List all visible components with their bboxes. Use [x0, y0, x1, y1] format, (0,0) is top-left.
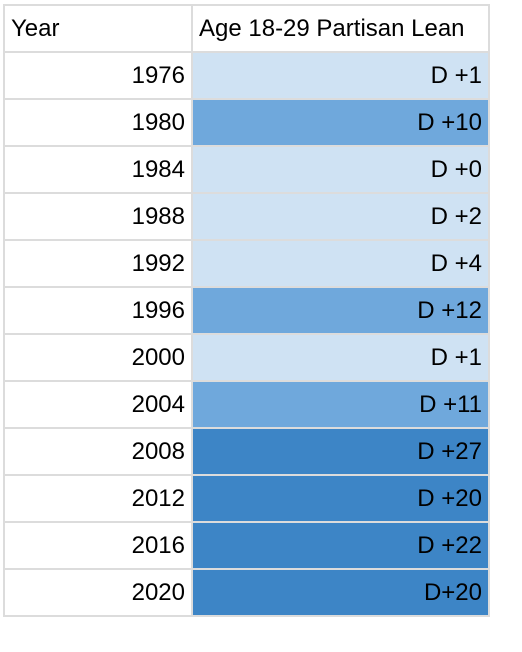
- table-row: 1980 D +10: [3, 98, 490, 147]
- table-row: 2016 D +22: [3, 521, 490, 570]
- partisan-lean-table: Year Age 18-29 Partisan Lean 1976 D +1 198…: [3, 4, 490, 617]
- table-row: 2008 D +27: [3, 427, 490, 476]
- year-cell[interactable]: 2012: [3, 474, 193, 523]
- lean-cell[interactable]: D +20: [191, 474, 490, 523]
- header-lean-cell[interactable]: Age 18-29 Partisan Lean: [191, 4, 490, 53]
- lean-cell[interactable]: D +4: [191, 239, 490, 288]
- lean-cell[interactable]: D +12: [191, 286, 490, 335]
- lean-cell[interactable]: D +10: [191, 98, 490, 147]
- year-cell[interactable]: 2004: [3, 380, 193, 429]
- header-row: Year Age 18-29 Partisan Lean: [3, 4, 490, 53]
- table-row: 1996 D +12: [3, 286, 490, 335]
- table-row: 2004 D +11: [3, 380, 490, 429]
- table-row: 1992 D +4: [3, 239, 490, 288]
- year-cell[interactable]: 1992: [3, 239, 193, 288]
- table-row: 2012 D +20: [3, 474, 490, 523]
- table-row: 2020 D+20: [3, 568, 490, 617]
- lean-cell[interactable]: D +2: [191, 192, 490, 241]
- year-cell[interactable]: 2000: [3, 333, 193, 382]
- year-cell[interactable]: 2020: [3, 568, 193, 617]
- header-year-cell[interactable]: Year: [3, 4, 193, 53]
- table-row: 2000 D +1: [3, 333, 490, 382]
- year-cell[interactable]: 2016: [3, 521, 193, 570]
- year-cell[interactable]: 1980: [3, 98, 193, 147]
- table-row: 1976 D +1: [3, 51, 490, 100]
- year-cell[interactable]: 1988: [3, 192, 193, 241]
- year-cell[interactable]: 1976: [3, 51, 193, 100]
- lean-cell[interactable]: D +22: [191, 521, 490, 570]
- year-cell[interactable]: 1996: [3, 286, 193, 335]
- lean-cell[interactable]: D +11: [191, 380, 490, 429]
- table-body: 1976 D +1 1980 D +10 1984 D +0 1988 D +2 1992 D +…: [3, 51, 490, 617]
- table-row: 1984 D +0: [3, 145, 490, 194]
- lean-cell[interactable]: D +27: [191, 427, 490, 476]
- lean-cell[interactable]: D+20: [191, 568, 490, 617]
- lean-cell[interactable]: D +1: [191, 333, 490, 382]
- year-cell[interactable]: 2008: [3, 427, 193, 476]
- year-cell[interactable]: 1984: [3, 145, 193, 194]
- table-row: 1988 D +2: [3, 192, 490, 241]
- lean-cell[interactable]: D +0: [191, 145, 490, 194]
- lean-cell[interactable]: D +1: [191, 51, 490, 100]
